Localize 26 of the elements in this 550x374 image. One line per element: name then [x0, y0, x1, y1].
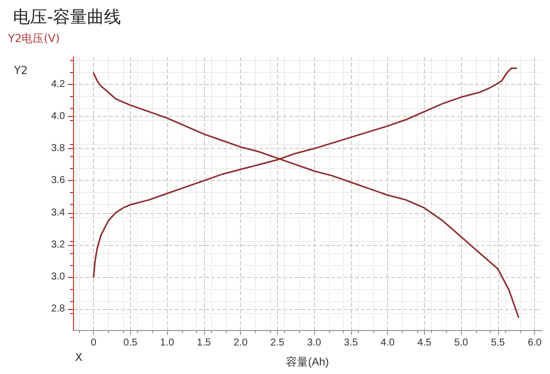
x-tick-label: 5.5 — [490, 338, 506, 348]
y-tick-label: 3.6 — [51, 175, 66, 186]
y-tick-label: 4.2 — [51, 78, 66, 90]
x-tick-label: 0 — [90, 338, 97, 348]
x-tick-label: 2.5 — [270, 338, 285, 348]
y-tick-label: 4.0 — [51, 110, 66, 122]
x-tick-label: 3.0 — [307, 338, 322, 348]
x-tick-label: 5.0 — [454, 338, 469, 348]
x-tick-label: 2.0 — [234, 338, 248, 348]
y-tick-label: 3.4 — [51, 207, 66, 218]
x-tick-label: 1.0 — [160, 338, 174, 348]
x-tick-label: 4.0 — [380, 338, 396, 348]
x-axis-title: 容量(Ah) — [286, 356, 329, 368]
y-axis-title: Y2电压(V) — [7, 32, 60, 45]
y-tick-label: 3.8 — [51, 143, 66, 154]
x-tick-label: 6.0 — [528, 338, 542, 348]
y-tick-label: 3.2 — [51, 239, 66, 250]
x-tick-label: 3.5 — [344, 338, 358, 348]
x-tick-label: 4.5 — [417, 338, 432, 348]
x-tick-label: 1.5 — [196, 338, 212, 348]
text: X — [75, 351, 83, 364]
x-tick-label: 0.5 — [123, 338, 138, 348]
y-tick-label: 2.8 — [51, 304, 66, 315]
chart-title: 电压-容量曲线 — [13, 8, 122, 28]
text: Y2 — [13, 64, 28, 77]
y-tick-label: 3.0 — [51, 272, 66, 283]
